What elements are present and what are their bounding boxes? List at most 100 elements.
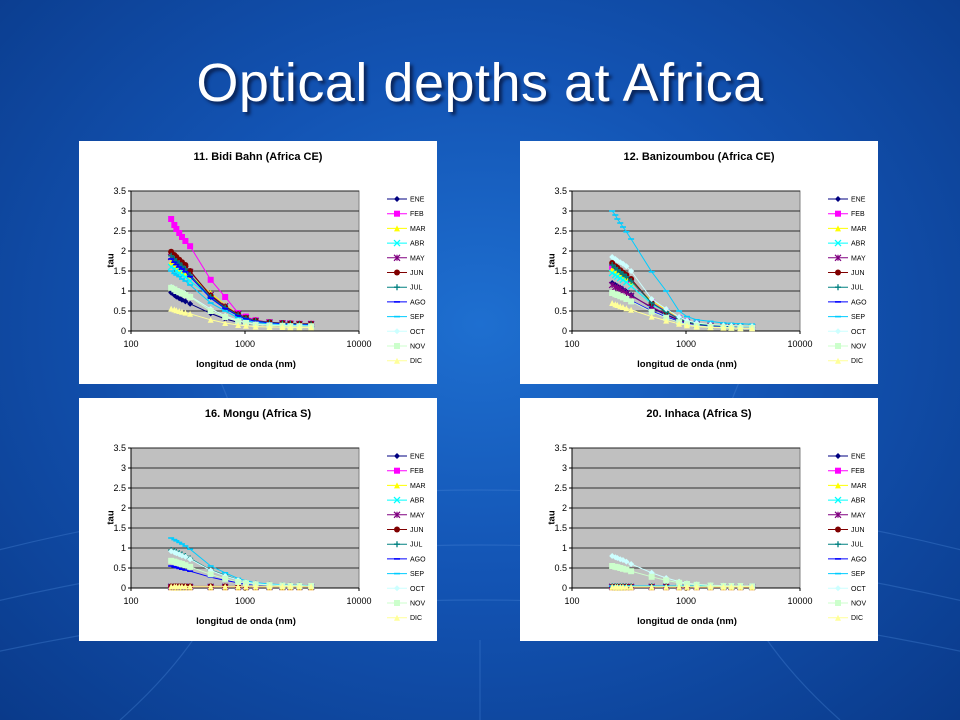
legend: ENE FEB MAR ABR MAY JUN JUL AGO SEP OCT NOV DIC <box>828 196 867 365</box>
chart-point <box>693 323 700 330</box>
x-axis-label: longitud de onda (nm) <box>196 359 296 370</box>
y-tick-label: 3 <box>562 463 567 473</box>
legend-marker <box>393 239 401 247</box>
series-dic <box>609 300 756 332</box>
y-tick-label: 3.5 <box>113 186 126 196</box>
legend-marker <box>394 600 400 606</box>
y-axis-label: tau <box>546 253 558 268</box>
chart-point <box>296 583 303 590</box>
chart-point <box>187 583 194 590</box>
legend-label: ABR <box>410 498 424 505</box>
y-tick-label: 1 <box>562 286 567 296</box>
legend-label: SEP <box>410 314 424 321</box>
chart-point <box>187 556 194 563</box>
x-tick-label: 100 <box>564 339 579 349</box>
chart-point <box>663 577 670 584</box>
legend-label: FEB <box>851 211 865 218</box>
legend-label: SEP <box>410 571 424 578</box>
x-tick-label: 100 <box>123 596 138 606</box>
y-tick-label: 2.5 <box>113 226 126 236</box>
legend-label: ABR <box>410 241 424 248</box>
chart-point <box>628 583 635 590</box>
slide-title: Optical depths at Africa <box>196 53 764 113</box>
chart-point <box>207 567 214 574</box>
chart-point <box>619 276 627 284</box>
chart-point <box>609 300 616 306</box>
x-tick-label: 10000 <box>787 596 812 606</box>
chart-point <box>720 583 727 590</box>
chart-point <box>222 294 229 300</box>
chart-point <box>252 323 259 330</box>
chart-point <box>609 290 616 296</box>
chart-point <box>168 284 175 291</box>
y-tick-label: 3.5 <box>113 443 126 453</box>
legend-marker <box>835 526 841 533</box>
legend-marker <box>835 284 841 291</box>
chart-point <box>683 322 690 329</box>
chart-point <box>308 583 315 590</box>
legend-marker <box>394 585 400 592</box>
y-axis-label: tau <box>546 510 558 525</box>
legend-label: JUN <box>851 527 865 534</box>
legend-marker <box>394 269 400 276</box>
legend-label: MAY <box>410 255 425 262</box>
chart-point <box>287 324 294 331</box>
legend-label: OCT <box>851 586 867 593</box>
chart-point <box>728 324 735 331</box>
legend-label: AGO <box>851 299 867 306</box>
legend-label: FEB <box>410 211 424 218</box>
legend-marker <box>393 511 401 519</box>
y-tick-label: 1.5 <box>554 523 567 533</box>
chart-point <box>242 580 249 587</box>
chart-point <box>207 308 214 314</box>
chart-point <box>187 300 194 307</box>
legend-label: AGO <box>410 299 426 306</box>
chart-title: 12. Banizoumbou (Africa CE) <box>623 151 775 163</box>
y-tick-label: 0.5 <box>554 306 567 316</box>
x-tick-label: 1000 <box>676 339 696 349</box>
legend-label: FEB <box>851 468 865 475</box>
chart-point <box>207 276 214 283</box>
legend-marker <box>393 254 401 262</box>
chart-point <box>737 325 744 332</box>
legend-label: ENE <box>410 197 425 204</box>
legend-label: NOV <box>851 601 867 608</box>
chart-point <box>720 324 727 331</box>
chart-point <box>648 296 655 302</box>
chart-point <box>171 292 178 298</box>
legend: ENE FEB MAR ABR MAY JUN JUL AGO SEP OCT NOV DIC <box>387 196 426 365</box>
y-tick-label: 0.5 <box>113 306 126 316</box>
chart-point <box>676 314 683 320</box>
legend-label: JUN <box>410 270 424 277</box>
chart-point <box>619 287 627 295</box>
chart-point <box>178 234 185 240</box>
chart-point <box>619 271 626 278</box>
y-tick-label: 2.5 <box>113 483 126 493</box>
legend-marker <box>394 614 400 621</box>
legend-marker <box>394 541 400 548</box>
chart-point <box>235 318 242 325</box>
chart-point <box>266 583 273 590</box>
chart-point <box>171 222 178 228</box>
y-tick-label: 0.5 <box>113 563 126 573</box>
chart-point <box>252 583 259 590</box>
chart-svg: 0 0.5 1 1.5 2 2.5 3 3.5 100 1000 10000 ENE FEB MAR ABR… <box>113 443 426 622</box>
chart-point <box>619 304 626 310</box>
legend-label: MAR <box>410 483 426 490</box>
chart-point <box>308 324 315 331</box>
legend-marker <box>394 357 400 364</box>
chart-point <box>623 558 630 565</box>
y-tick-label: 0 <box>562 583 567 593</box>
chart-point <box>182 238 189 244</box>
legend-marker <box>834 239 842 247</box>
chart-title: 20. Inhaca (Africa S) <box>646 408 752 420</box>
chart-point <box>609 563 616 569</box>
chart-point <box>628 298 635 305</box>
x-axis-label: longitud de onda (nm) <box>637 359 737 370</box>
chart-point <box>176 230 183 236</box>
legend-label: JUL <box>410 285 423 292</box>
chart-point <box>608 269 616 277</box>
x-tick-label: 10000 <box>787 339 812 349</box>
chart-point <box>182 583 189 590</box>
x-axis-label: longitud de onda (nm) <box>196 616 296 627</box>
